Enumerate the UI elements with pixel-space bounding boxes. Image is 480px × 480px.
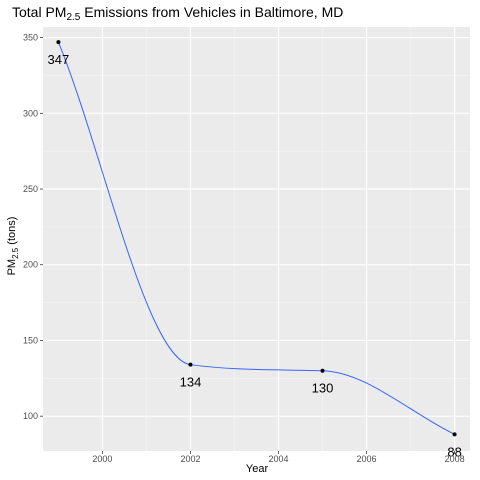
data-point — [320, 368, 325, 373]
series-line — [57, 41, 455, 435]
y-tick-label: 300 — [23, 108, 38, 118]
x-tick-label: 2008 — [445, 454, 465, 464]
grid-minor — [43, 27, 470, 451]
chart-title-pre: Total PM — [12, 4, 66, 20]
data-point — [56, 40, 61, 45]
y-axis-title: PM2.5 (tons) — [6, 217, 20, 276]
data-label: 347 — [48, 52, 70, 67]
x-tick-label: 2006 — [357, 454, 377, 464]
chart-title: Total PM2.5 Emissions from Vehicles in B… — [12, 4, 343, 23]
grid-major — [43, 27, 470, 451]
data-label: 130 — [312, 381, 334, 396]
y-tick-label: 350 — [23, 33, 38, 43]
chart-title-sub: 2.5 — [66, 12, 80, 23]
x-axis-title: Year — [246, 463, 269, 475]
y-tick-label: 100 — [23, 411, 38, 421]
chart-title-post: Emissions from Vehicles in Baltimore, MD — [80, 4, 343, 20]
y-tick-label: 200 — [23, 260, 38, 270]
series — [57, 41, 455, 435]
data-point — [452, 432, 457, 437]
y-axis-ticks: 100 150 200 250 300 350 — [23, 33, 43, 421]
data-label: 134 — [180, 375, 202, 390]
y-axis-title-sub: 2.5 — [11, 247, 20, 259]
y-axis-title-post: (tons) — [6, 217, 18, 248]
plot-panel — [43, 27, 470, 451]
x-tick-label: 2004 — [268, 454, 288, 464]
data-points — [56, 40, 457, 437]
x-axis-ticks: 2000 2002 2004 2006 2008 — [92, 451, 465, 464]
data-point — [188, 362, 193, 367]
y-tick-label: 250 — [23, 184, 38, 194]
x-tick-label: 2000 — [92, 454, 112, 464]
x-tick-label: 2002 — [180, 454, 200, 464]
y-axis-title-pre: PM — [6, 259, 18, 276]
y-tick-label: 150 — [23, 335, 38, 345]
